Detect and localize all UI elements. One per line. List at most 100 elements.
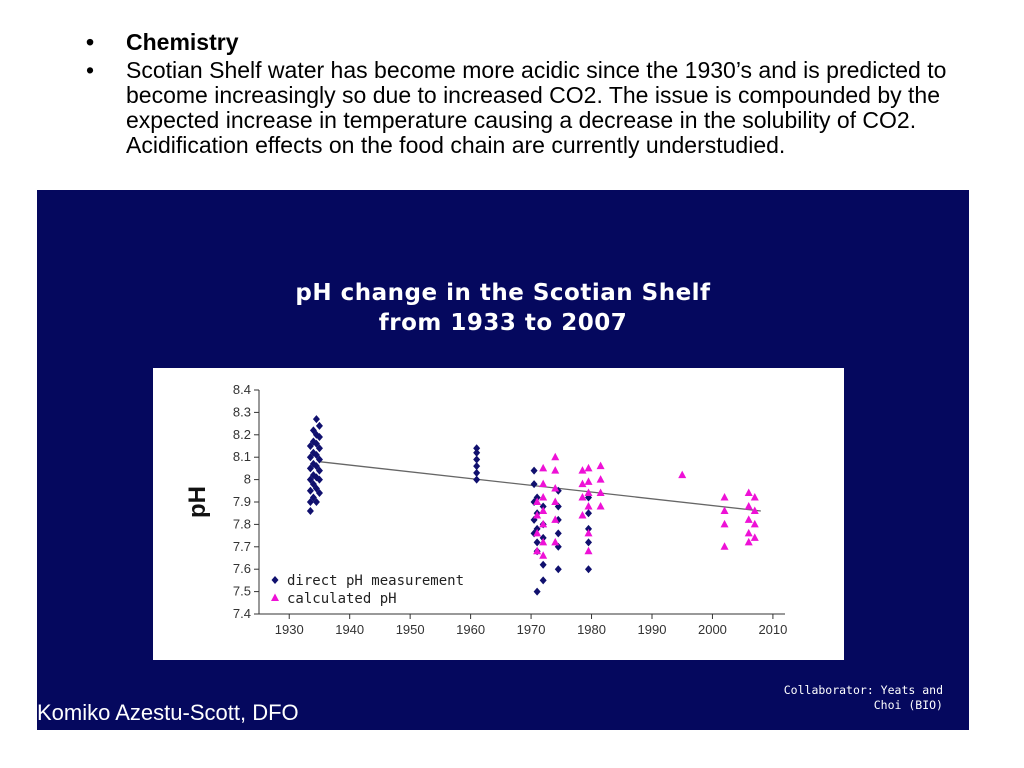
direct-ph-point: [539, 560, 547, 569]
direct-ph-point: [315, 444, 323, 453]
credit-text: Komiko Azestu-Scott, DFO: [37, 700, 299, 725]
x-tick-label: 1960: [456, 622, 485, 637]
bullet-body-text: Scotian Shelf water has become more acid…: [126, 57, 947, 158]
calculated-ph-point: [584, 528, 593, 537]
calculated-ph-point: [750, 519, 759, 528]
calculated-ph-point: [584, 488, 593, 497]
calculated-ph-point: [720, 493, 729, 501]
direct-ph-point: [585, 509, 593, 518]
direct-ph-point: [554, 529, 562, 538]
calculated-ph-point: [533, 528, 542, 537]
calculated-ph-point: [533, 510, 542, 519]
x-tick-label: 1970: [517, 622, 546, 637]
calculated-ph-point: [578, 493, 587, 501]
calculated-ph-point: [539, 463, 548, 472]
legend-label: direct pH measurement: [287, 573, 464, 589]
legend-label: calculated pH: [287, 591, 397, 607]
calculated-ph-point: [750, 506, 759, 514]
calculated-ph-point: [539, 493, 548, 501]
legend-diamond-marker: [271, 576, 279, 584]
direct-ph-point: [554, 565, 562, 574]
direct-ph-point: [315, 433, 323, 442]
calculated-ph-point: [551, 515, 560, 523]
plot-area: 7.4 7.5 7.6 7.7 7.8 7.9 8 8.1 8.2 8.3 8.4 1930 1940 1…: [153, 368, 844, 660]
chart-title-line2: from 1933 to 2007: [378, 310, 628, 336]
direct-ph-point: [309, 426, 317, 435]
bullet-heading-text: Chemistry: [126, 29, 239, 55]
calculated-ph-point: [551, 497, 560, 505]
direct-ph-point: [315, 475, 323, 484]
x-tick-label: 1990: [638, 622, 667, 637]
calculated-ph-point: [744, 488, 753, 497]
chart-title-line1: pH change in the Scotian Shelf: [295, 280, 711, 306]
calculated-ph-point: [596, 488, 605, 497]
collaborator-line1: Collaborator: Yeats and: [783, 683, 943, 697]
direct-ph-point: [306, 506, 314, 515]
direct-ph-point: [473, 448, 481, 457]
direct-ph-point: [312, 415, 320, 424]
direct-ph-point: [530, 466, 538, 475]
calculated-ph-point: [578, 479, 587, 488]
direct-ph-point: [585, 493, 593, 502]
direct-ph-point: [533, 587, 541, 596]
collaborator-line2: Choi (BIO): [873, 698, 943, 712]
y-tick-label: 8.4: [233, 382, 251, 397]
ph-scatter-chart: 7.4 7.5 7.6 7.7 7.8 7.9 8 8.1 8.2 8.3 8.4 1930 1940 1…: [184, 382, 787, 637]
direct-ph-point: [585, 565, 593, 574]
calculated-ph-point: [539, 519, 548, 528]
calculated-ph-point: [551, 452, 560, 461]
direct-ph-point: [306, 464, 314, 473]
y-tick-label: 8.3: [233, 404, 251, 419]
bullet-body: • Scotian Shelf water has become more ac…: [86, 58, 966, 158]
calculated-ph-point: [584, 501, 593, 510]
calculated-ph-point: [551, 484, 560, 492]
calculated-ph-point: [539, 537, 548, 546]
y-tick-label: 7.6: [233, 561, 251, 576]
direct-ph-point: [315, 455, 323, 464]
calculated-ph-point: [551, 537, 560, 546]
x-tick-label: 1980: [577, 622, 606, 637]
collaborator-note: Collaborator: Yeats and Choi (BIO): [784, 683, 943, 713]
y-tick-label: 7.4: [233, 606, 251, 621]
direct-ph-point: [539, 576, 547, 585]
calculated-ph-point: [551, 466, 560, 474]
y-tick-label: 7.5: [233, 584, 251, 599]
calculated-ph-point: [744, 537, 753, 546]
calculated-ph-point: [596, 461, 605, 470]
y-tick-label: 8: [244, 472, 251, 487]
calculated-ph-point: [578, 510, 587, 519]
bullet-marker: •: [86, 57, 95, 83]
x-tick-label: 1940: [335, 622, 364, 637]
direct-ph-point: [585, 538, 593, 547]
calculated-ph-point: [720, 506, 729, 514]
x-tick-label: 2000: [698, 622, 727, 637]
calculated-ph-point: [720, 519, 729, 528]
direct-ph-point: [473, 444, 481, 453]
calculated-ph-point: [750, 493, 759, 501]
calculated-ph-point: [744, 515, 753, 523]
y-tick-label: 8.1: [233, 449, 251, 464]
direct-ph-point: [315, 421, 323, 430]
x-tick-label: 2010: [758, 622, 787, 637]
calculated-ph-point: [750, 533, 759, 541]
direct-ph-point: [530, 480, 538, 489]
calculated-ph-point: [744, 528, 753, 537]
y-tick-label: 8.2: [233, 427, 251, 442]
x-tick-label: 1930: [275, 622, 304, 637]
y-tick-label: 7.7: [233, 539, 251, 554]
calculated-ph-point: [584, 546, 593, 555]
chart-panel: pH change in the Scotian Shelf from 1933…: [37, 190, 969, 730]
direct-ph-point: [312, 498, 320, 506]
y-axis-label: pH: [184, 486, 211, 518]
direct-ph-point: [473, 468, 481, 477]
calculated-ph-point: [539, 479, 548, 488]
calculated-ph-point: [744, 501, 753, 510]
y-tick-label: 7.8: [233, 516, 251, 531]
direct-ph-point: [309, 480, 317, 489]
direct-ph-point: [533, 538, 541, 547]
direct-ph-point: [315, 489, 323, 498]
direct-ph-point: [473, 475, 481, 484]
calculated-ph-point: [678, 470, 687, 479]
direct-ph-point: [309, 493, 317, 502]
calculated-ph-point: [533, 497, 542, 505]
